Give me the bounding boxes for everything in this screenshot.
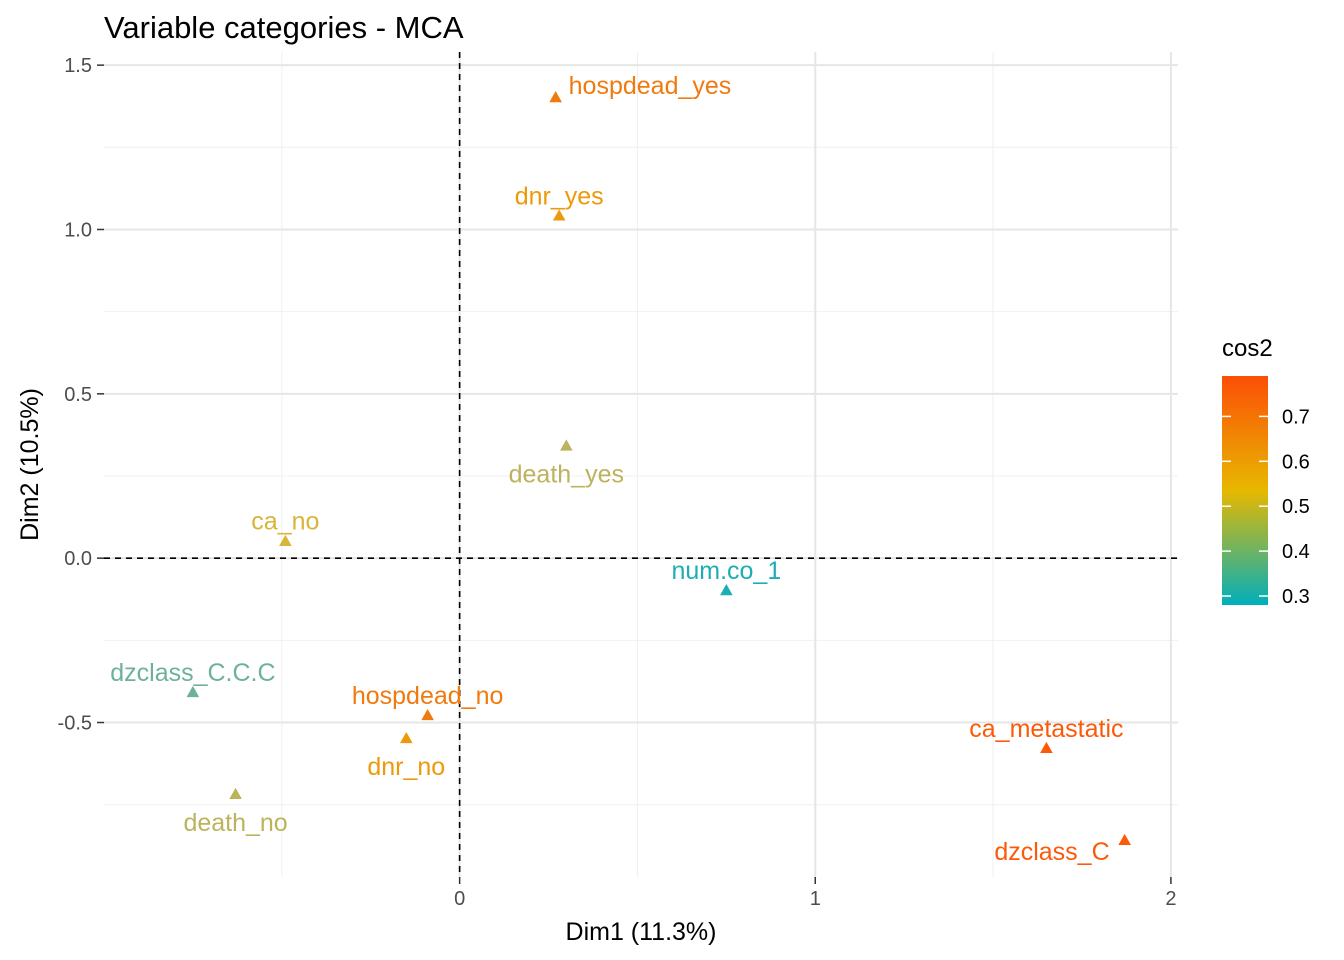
x-axis-title: Dim1 (11.3%) — [566, 918, 717, 946]
point-label-ca_no: ca_no — [251, 508, 319, 536]
x-tick-label: 0 — [454, 888, 465, 910]
legend-tick-label: 0.5 — [1282, 496, 1310, 518]
minor-grid — [104, 52, 1178, 877]
point-marker-death_yes — [560, 439, 573, 451]
y-axis-title: Dim2 (10.5%) — [16, 388, 44, 541]
axes: -0.5 0.0 0.5 1.0 1.5 0 1 2 — [58, 55, 1177, 910]
point-label-dzclass_C: dzclass_C — [994, 838, 1109, 866]
point-marker-death_no — [229, 787, 242, 800]
legend-colorbar — [1222, 376, 1268, 605]
point-label-death_yes: death_yes — [509, 460, 624, 488]
chart-title: Variable categories - MCA — [104, 10, 464, 45]
legend-tick-label: 0.4 — [1282, 541, 1310, 563]
point-label-death_no: death_no — [183, 809, 287, 837]
point-label-num.co_1: num.co_1 — [671, 557, 781, 585]
point-label-hospdead_yes: hospdead_yes — [569, 72, 732, 100]
major-grid — [104, 52, 1178, 877]
y-tick-label: -0.5 — [58, 713, 92, 735]
point-label-dnr_yes: dnr_yes — [515, 182, 604, 210]
legend-tick-label: 0.7 — [1282, 406, 1310, 428]
point-label-dzclass_C.C.C: dzclass_C.C.C — [110, 659, 275, 687]
y-tick-label: 1.5 — [64, 55, 92, 77]
point-marker-ca_metastatic — [1040, 741, 1053, 754]
point-label-dnr_no: dnr_no — [367, 753, 445, 781]
y-tick-label: 0.0 — [64, 548, 92, 570]
x-tick-label: 2 — [1165, 888, 1176, 910]
point-marker-hospdead_yes — [549, 91, 562, 103]
legend-tick-label: 0.3 — [1282, 586, 1310, 608]
point-marker-dnr_yes — [552, 209, 566, 221]
legend-tick-label: 0.6 — [1282, 451, 1310, 473]
point-marker-hospdead_no — [421, 708, 434, 721]
y-tick-label: 1.0 — [64, 219, 92, 241]
reference-lines — [104, 52, 1178, 877]
y-tick-label: 0.5 — [64, 384, 92, 406]
point-marker-ca_no — [279, 534, 292, 546]
point-label-ca_metastatic: ca_metastatic — [969, 715, 1123, 743]
points-layer — [186, 91, 1131, 846]
point-marker-num.co_1 — [720, 584, 733, 596]
legend-title: cos2 — [1222, 335, 1273, 362]
x-tick-label: 1 — [810, 888, 821, 910]
point-marker-dnr_no — [399, 731, 413, 744]
point-labels-layer: hospdead_yes dnr_yes death_yes ca_no num.co_… — [110, 72, 1123, 866]
point-marker-dzclass_C — [1118, 833, 1131, 846]
point-label-hospdead_no: hospdead_no — [352, 682, 504, 710]
cos2-legend: cos2 0.3 0.4 0.5 0.6 0.7 — [1222, 335, 1310, 608]
point-marker-dzclass_C.C.C — [186, 685, 200, 698]
